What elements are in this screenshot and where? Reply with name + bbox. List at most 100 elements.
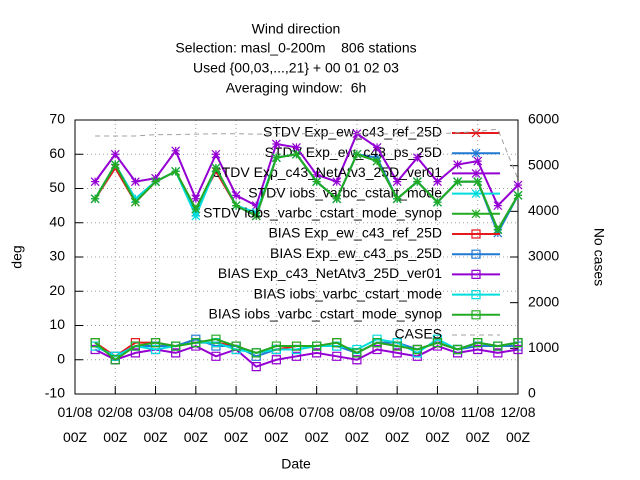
point — [171, 166, 181, 176]
point — [473, 177, 483, 187]
point — [191, 338, 201, 348]
point — [352, 348, 362, 358]
point — [493, 225, 503, 235]
legend-label: BIAS Exp_c43_NetAtv3_25D_ver01 — [218, 265, 442, 281]
point — [90, 177, 100, 187]
point — [332, 351, 342, 361]
legend-marker — [471, 229, 481, 239]
point — [90, 194, 100, 204]
legend-label: BIAS iobs_varbc_cstart_mode — [254, 285, 443, 301]
x-tick-label: 09/08 00Z — [379, 404, 415, 445]
point — [473, 338, 483, 348]
point — [332, 177, 342, 187]
y-tick-label: 60 — [49, 145, 65, 161]
point — [432, 338, 443, 348]
y2-tick-label: 5000 — [528, 156, 559, 172]
y-tick-label: 10 — [49, 316, 65, 332]
x-tick-label: 08/08 00Z — [339, 404, 375, 445]
x-tick-label: 12/08 00Z — [500, 404, 536, 445]
point — [211, 163, 221, 173]
x-tick-label: 10/08 00Z — [419, 404, 455, 445]
point — [312, 348, 322, 358]
legend-label: CASES — [395, 326, 442, 342]
plot-frame — [74, 119, 519, 395]
x-tick-label: 03/08 00Z — [138, 404, 174, 445]
x-tick-label: 02/08 00Z — [97, 404, 133, 445]
y-tick-label: 40 — [49, 213, 65, 229]
point — [271, 153, 281, 163]
point — [372, 344, 382, 355]
point — [191, 211, 201, 221]
point — [150, 344, 161, 355]
y2-tick-label: 4000 — [528, 202, 559, 218]
y-tick-label: 20 — [49, 282, 65, 298]
y2-tick-label: 6000 — [528, 111, 559, 127]
point — [211, 334, 221, 344]
legend-label: STDV Exp_ew_c43_ps_25D — [265, 144, 442, 160]
legend-marker — [471, 168, 481, 178]
legend-label: STDV iobs_varbc_cstart_mode_synop — [203, 205, 442, 221]
point — [392, 341, 402, 351]
y-tick-label: 70 — [49, 111, 65, 127]
point — [332, 341, 342, 351]
series — [90, 149, 523, 235]
point — [271, 355, 281, 365]
point — [191, 194, 201, 204]
point — [392, 177, 402, 187]
point — [171, 348, 181, 358]
x-tick-label: 11/08 00Z — [460, 404, 495, 445]
point — [412, 153, 422, 163]
point — [271, 341, 281, 351]
y2-tick-label: 0 — [528, 385, 536, 401]
point — [110, 149, 120, 159]
legend-label: BIAS Exp_ew_c43_ps_25D — [270, 245, 442, 261]
point — [352, 355, 362, 365]
series — [90, 334, 523, 365]
series-line — [94, 153, 519, 232]
x-tick-label: 01/08 00Z — [57, 404, 93, 445]
point — [493, 348, 503, 358]
legend-marker — [471, 189, 481, 199]
point — [171, 146, 181, 156]
point — [231, 201, 241, 211]
y2-tick-label: 1000 — [528, 339, 559, 355]
point — [251, 201, 261, 211]
y-axis-label: deg — [9, 245, 25, 268]
point — [292, 149, 301, 159]
x-tick-label: 06/08 00Z — [258, 404, 294, 445]
x-tick-label: 04/08 00Z — [178, 404, 214, 445]
point — [372, 338, 382, 348]
point — [372, 156, 382, 166]
point — [251, 211, 261, 221]
point — [513, 338, 523, 348]
point — [292, 142, 301, 152]
point — [513, 190, 523, 200]
legend-label: STDV iobs_varbc_cstart_mode — [248, 184, 442, 200]
point — [312, 341, 322, 351]
point — [211, 149, 221, 159]
point — [110, 160, 120, 169]
point — [291, 341, 302, 351]
point — [90, 338, 100, 348]
point — [513, 344, 523, 355]
chart-subtitle: Averaging window: 6h — [226, 80, 367, 96]
point — [473, 156, 483, 166]
y-tick-label: 0 — [57, 350, 65, 366]
point — [352, 149, 362, 159]
x-axis-label: Date — [281, 456, 311, 472]
point — [231, 341, 241, 351]
point — [453, 160, 463, 169]
legend-marker — [471, 310, 481, 320]
legend-label: STDV Exp_ew_c43_ref_25D — [263, 124, 442, 140]
point — [291, 351, 302, 361]
y2-tick-label: 3000 — [528, 248, 559, 264]
y2-axis-label: No cases — [591, 228, 607, 286]
point — [191, 204, 201, 214]
point — [493, 341, 503, 351]
series-line — [95, 128, 519, 180]
point — [392, 194, 402, 204]
legend-marker — [471, 128, 481, 138]
series-line — [94, 132, 519, 208]
